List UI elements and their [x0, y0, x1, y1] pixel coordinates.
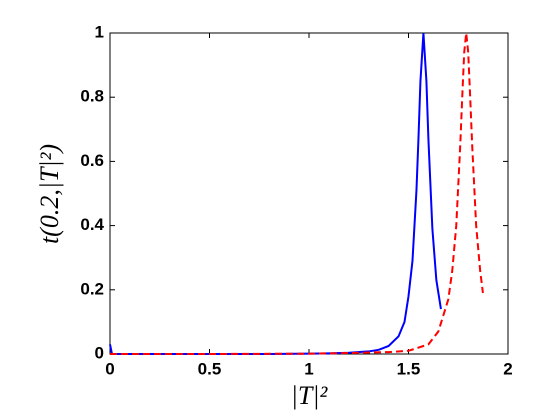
x-tick-label: 2 [503, 359, 512, 378]
y-tick-label: 1 [95, 22, 104, 41]
y-tick-label: 0.2 [80, 279, 104, 298]
y-tick-label: 0.8 [80, 87, 104, 106]
y-tick-label: 0.6 [80, 151, 104, 170]
data-line [110, 32, 484, 355]
plot-box [109, 32, 509, 355]
data-line [109, 32, 442, 355]
x-tick-label: 1.5 [397, 359, 421, 378]
x-axis-label: |T|² [291, 381, 329, 410]
x-tick-label: 1 [304, 359, 313, 378]
x-tick-label: 0 [105, 359, 114, 378]
y-tick-label: 0.4 [80, 215, 104, 234]
y-tick-label: 0 [95, 343, 104, 362]
x-tick-label: 0.5 [198, 359, 222, 378]
y-axis-label: t(0.2,|T|²) [35, 144, 64, 244]
